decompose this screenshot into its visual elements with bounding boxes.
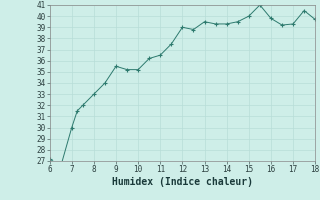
X-axis label: Humidex (Indice chaleur): Humidex (Indice chaleur): [112, 177, 253, 187]
